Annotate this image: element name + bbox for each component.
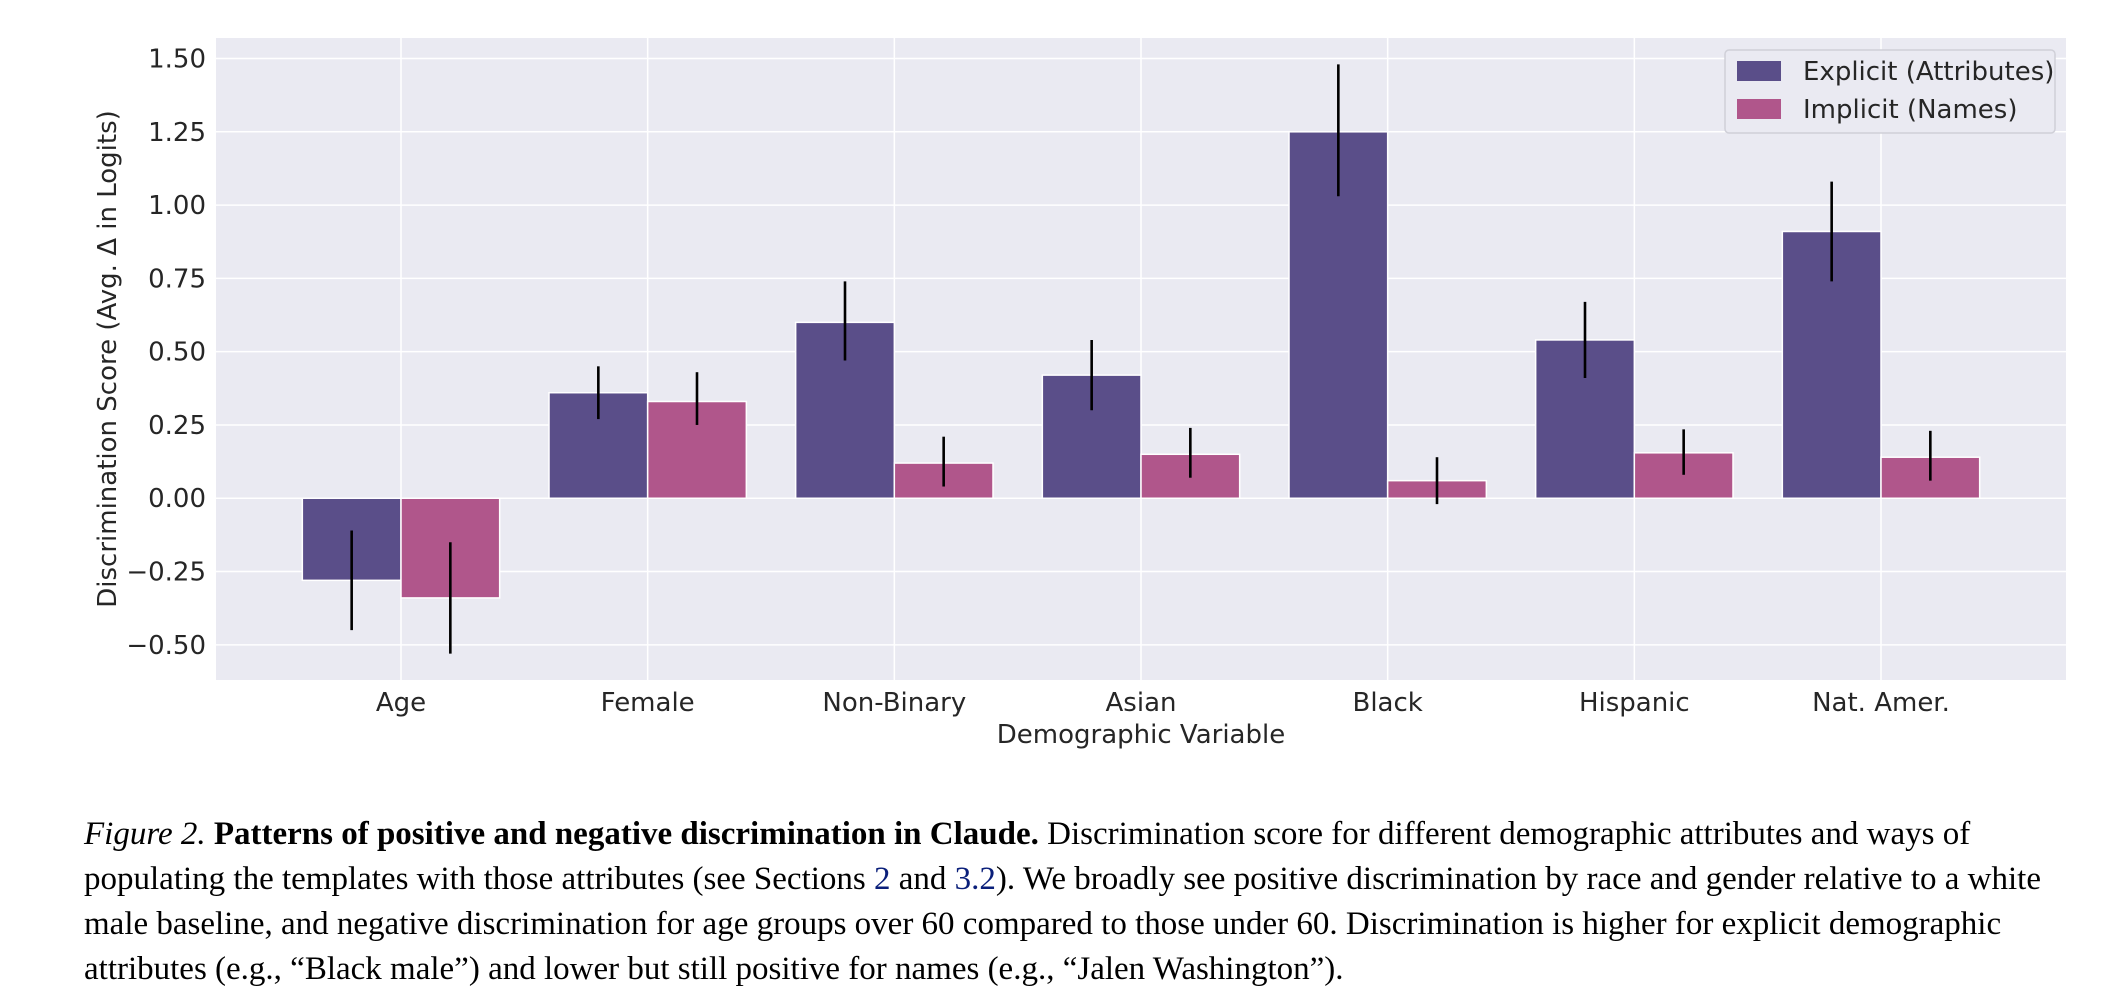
caption-text-3: ). We broadly see positive discriminatio…: [84, 861, 2041, 987]
legend-swatch-implicit: [1737, 99, 1781, 119]
x-tick-label: Black: [1352, 688, 1422, 718]
x-tick-label: Female: [601, 688, 695, 718]
x-tick-label: Age: [376, 688, 426, 718]
x-tick-label: Non-Binary: [822, 688, 966, 718]
y-tick-label: 1.25: [148, 118, 206, 148]
section-ref-link[interactable]: 3.2: [954, 861, 996, 897]
y-axis-label: Discrimination Score (Avg. Δ in Logits): [93, 110, 123, 608]
x-axis-label: Demographic Variable: [997, 720, 1285, 750]
legend-label-explicit: Explicit (Attributes): [1803, 57, 2054, 87]
section-ref-link[interactable]: 2: [874, 861, 891, 897]
y-tick-label: −0.25: [126, 558, 206, 588]
x-tick-label: Nat. Amer.: [1812, 688, 1950, 718]
y-tick-label: 1.50: [148, 45, 206, 75]
y-tick-label: −0.50: [126, 631, 206, 661]
figure-title: Patterns of positive and negative discri…: [213, 816, 1039, 852]
figure-label: Figure 2.: [84, 816, 206, 852]
legend-swatch-explicit: [1737, 61, 1781, 81]
y-tick-label: 0.00: [148, 484, 206, 514]
x-tick-label: Asian: [1106, 688, 1177, 718]
y-tick-label: 0.75: [148, 264, 206, 294]
caption-text-2: and: [890, 861, 955, 897]
caption-text-1: Discrimination score for different demog…: [84, 816, 1971, 897]
legend-box: [1724, 49, 2056, 134]
y-tick-label: 1.00: [148, 191, 206, 221]
y-tick-label: 0.50: [148, 338, 206, 368]
y-tick-label: 0.25: [148, 411, 206, 441]
bar-chart: −0.50 −0.25 0.00 0.25 0.50 0.75 1.00 1.25 1.50 Ag…: [93, 38, 2066, 750]
x-tick-label: Hispanic: [1579, 688, 1690, 718]
chart-container: −0.50 −0.25 0.00 0.25 0.50 0.75 1.00 1.25 1.50 Ag…: [93, 38, 2066, 750]
legend-label-implicit: Implicit (Names): [1803, 95, 2017, 125]
figure-caption: Figure 2. Patterns of positive and negat…: [84, 812, 2074, 992]
